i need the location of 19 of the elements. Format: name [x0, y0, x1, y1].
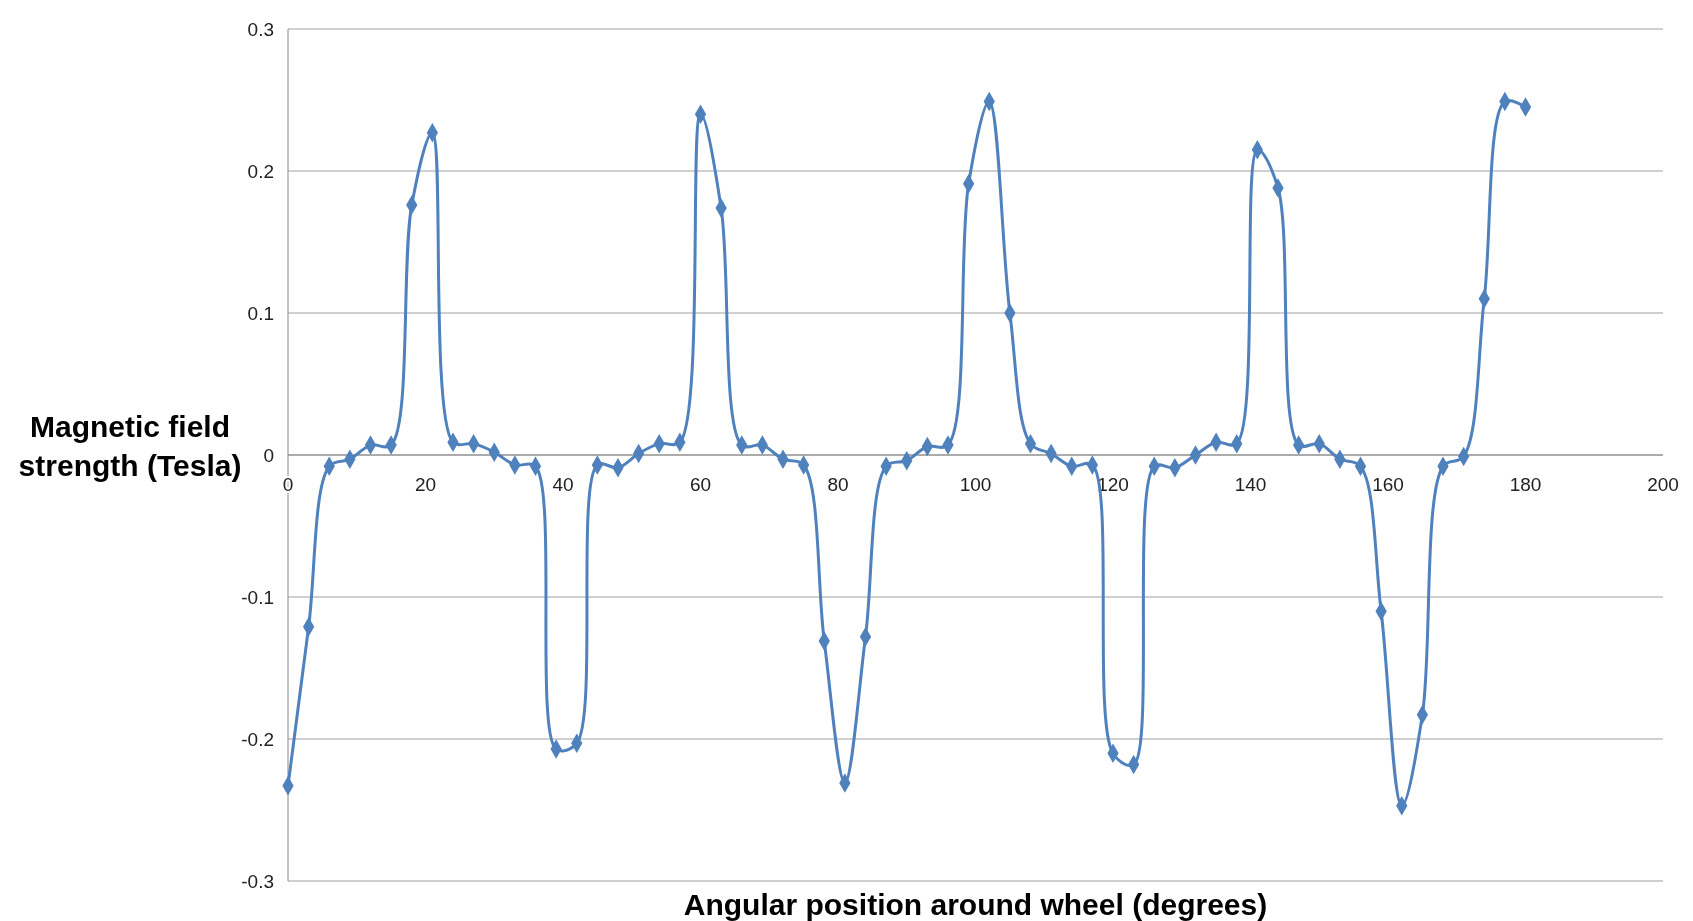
- x-tick-label: 100: [959, 474, 992, 495]
- x-tick-label: 80: [827, 474, 849, 495]
- y-tick-label: 0.2: [247, 160, 274, 182]
- y-tick-label: 0: [263, 444, 274, 466]
- x-tick-label: 20: [414, 474, 437, 495]
- y-tick-label: 0.3: [247, 18, 274, 40]
- y-tick-label: -0.3: [241, 870, 274, 892]
- x-tick-label: 40: [552, 474, 574, 495]
- x-tick-label: 0: [282, 474, 294, 495]
- x-tick-label: 200: [1647, 474, 1679, 495]
- y-tick-label: 0.1: [247, 302, 274, 324]
- y-tick-label: -0.2: [241, 728, 274, 750]
- x-tick-label: 180: [1509, 474, 1542, 495]
- x-tick-label: 140: [1234, 474, 1267, 495]
- x-tick-label: 60: [689, 474, 712, 495]
- y-axis-title: Magnetic field strength (Tesla): [18, 410, 242, 482]
- y-tick-label: -0.1: [241, 586, 274, 608]
- x-tick-label: 160: [1372, 474, 1404, 495]
- x-axis-title: Angular position around wheel (degrees): [683, 888, 1268, 921]
